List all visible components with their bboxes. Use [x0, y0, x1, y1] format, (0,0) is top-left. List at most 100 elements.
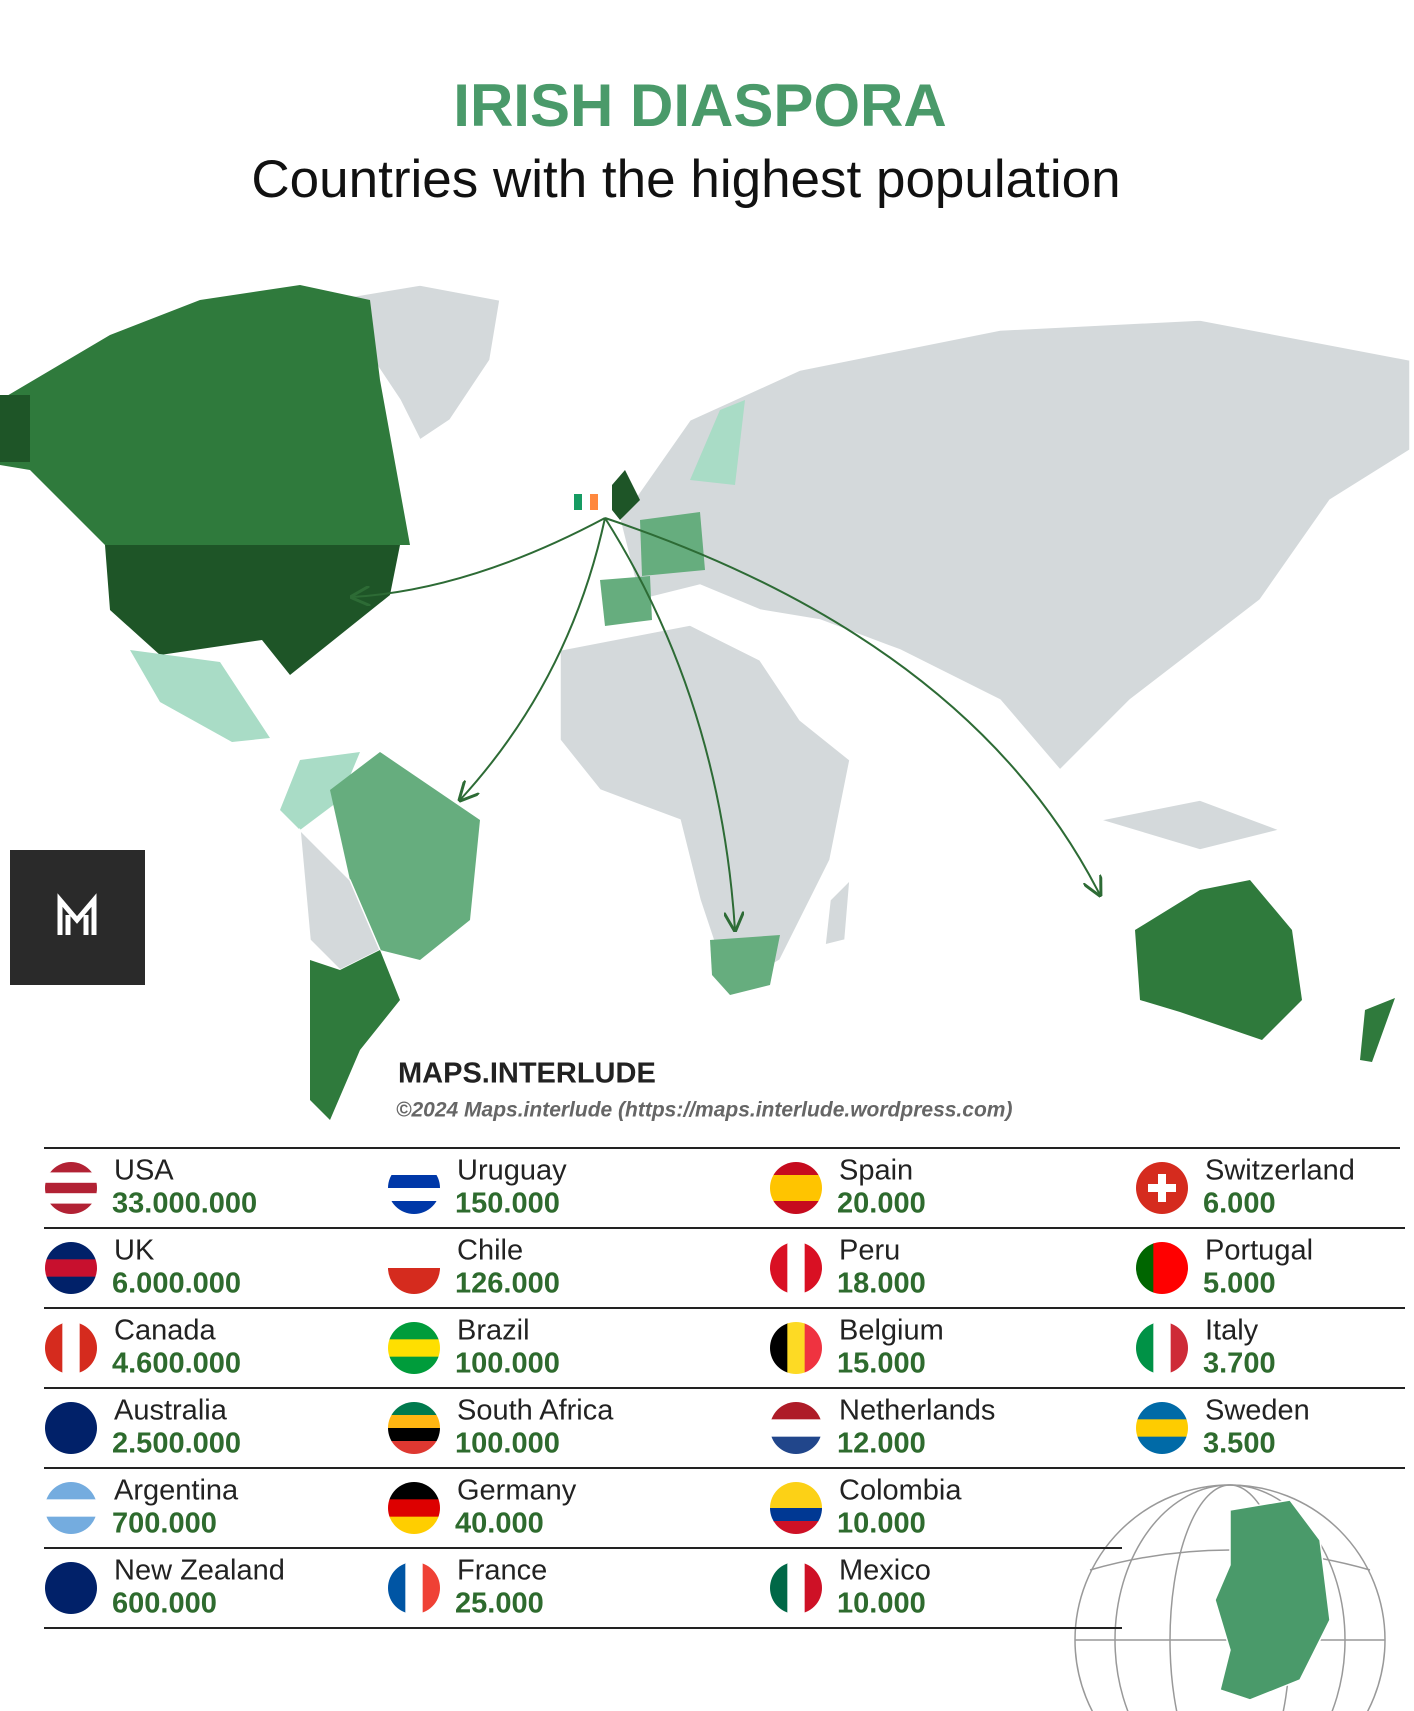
country-name: New Zealand — [114, 1555, 285, 1587]
population: 15.000 — [837, 1348, 926, 1380]
population: 3.500 — [1203, 1428, 1276, 1460]
country-name: Peru — [839, 1235, 900, 1267]
country-name: Switzerland — [1205, 1155, 1355, 1187]
flag-stripe — [388, 1162, 440, 1176]
population: 150.000 — [455, 1188, 560, 1220]
flag-stripe — [1136, 1242, 1154, 1294]
country-name: Portugal — [1205, 1235, 1313, 1267]
country-name: Spain — [839, 1155, 913, 1187]
globe — [1074, 1484, 1386, 1711]
flag-stripe — [388, 1562, 406, 1614]
flag-stripe — [388, 1201, 440, 1214]
arrow — [604, 517, 1100, 895]
flag — [770, 1482, 822, 1534]
flag-body — [770, 1242, 822, 1294]
flag-stripe — [388, 1356, 440, 1374]
flag — [45, 1562, 97, 1614]
flag-stripe — [787, 1242, 806, 1294]
flag-body — [45, 1562, 97, 1614]
flag-stripe — [1153, 1322, 1172, 1374]
flag — [45, 1242, 97, 1294]
population: 12.000 — [837, 1428, 926, 1460]
flag-body — [770, 1322, 822, 1374]
flag-stripe — [405, 1562, 424, 1614]
population: 25.000 — [455, 1588, 544, 1620]
flag-stripe — [1170, 1242, 1188, 1294]
flag-stripe — [804, 1322, 822, 1374]
population: 10.000 — [837, 1508, 926, 1540]
country-name: USA — [114, 1155, 174, 1187]
population: 6.000 — [1203, 1188, 1276, 1220]
flag-stripe — [1170, 1322, 1188, 1374]
flag — [388, 1322, 440, 1374]
flag — [770, 1402, 822, 1454]
flag-stripe — [1136, 1322, 1154, 1374]
flag-stripe — [1136, 1436, 1188, 1454]
flag-stripe — [45, 1482, 97, 1500]
flag-body — [770, 1402, 822, 1454]
flag — [770, 1562, 822, 1614]
flag-stripe — [388, 1516, 440, 1534]
world-map — [0, 284, 1411, 1120]
flag-body — [1136, 1402, 1188, 1454]
title: IRISH DIASPORA — [453, 72, 946, 139]
flag — [388, 1242, 440, 1294]
flag-body — [45, 1402, 97, 1454]
flag-stripe — [770, 1495, 822, 1509]
flag-stripe — [804, 1242, 822, 1294]
country-name: Canada — [114, 1315, 216, 1347]
population: 33.000.000 — [112, 1188, 257, 1220]
flag — [388, 1482, 440, 1534]
flag-stripe — [388, 1339, 440, 1358]
flag — [770, 1162, 822, 1214]
population: 6.000.000 — [112, 1268, 241, 1300]
flag — [1136, 1322, 1188, 1374]
flag-stripe — [388, 1441, 440, 1454]
flag-cross — [1148, 1174, 1176, 1202]
flag-body — [1136, 1162, 1188, 1214]
flag-stripe — [79, 1322, 97, 1374]
subtitle: Countries with the highest population — [251, 150, 1120, 209]
population: 600.000 — [112, 1588, 217, 1620]
flag — [388, 1562, 440, 1614]
brand: MAPS.INTERLUDE — [398, 1058, 656, 1090]
flag-stripe — [388, 1499, 440, 1518]
arrow — [460, 517, 606, 800]
flag-body — [770, 1162, 822, 1214]
flag-stripe — [62, 1322, 81, 1374]
flag-body — [45, 1162, 97, 1214]
country-name: Italy — [1205, 1315, 1259, 1347]
arrow — [352, 517, 606, 597]
flag — [45, 1322, 97, 1374]
flag-stripe — [45, 1193, 97, 1205]
flag-body — [388, 1322, 440, 1374]
flag-stripe — [388, 1188, 440, 1202]
flag-stripe — [804, 1562, 822, 1614]
country-name: South Africa — [457, 1395, 614, 1427]
flag-body — [388, 1482, 440, 1534]
country-name: Netherlands — [839, 1395, 995, 1427]
flag — [388, 1162, 440, 1214]
flag-stripe — [388, 1268, 440, 1294]
country-name: Mexico — [839, 1555, 931, 1587]
population: 2.500.000 — [112, 1428, 241, 1460]
flag-stripe — [45, 1588, 97, 1614]
population: 100.000 — [455, 1428, 560, 1460]
copyright: ©2024 Maps.interlude (https://maps.inter… — [396, 1099, 1012, 1122]
flag — [1136, 1242, 1188, 1294]
flag-stripe — [770, 1562, 788, 1614]
flag-stripe — [770, 1482, 822, 1496]
country-name: UK — [114, 1235, 155, 1267]
country-name: Germany — [457, 1475, 577, 1507]
population: 40.000 — [455, 1508, 544, 1540]
flag-stripe — [770, 1508, 822, 1522]
flag-stripe — [45, 1172, 97, 1184]
flag-stripe — [388, 1322, 440, 1340]
flag-stripe — [1153, 1242, 1172, 1294]
country-name: Colombia — [839, 1475, 962, 1507]
flag-stripe — [45, 1182, 97, 1194]
population: 100.000 — [455, 1348, 560, 1380]
flag-body — [45, 1242, 97, 1294]
